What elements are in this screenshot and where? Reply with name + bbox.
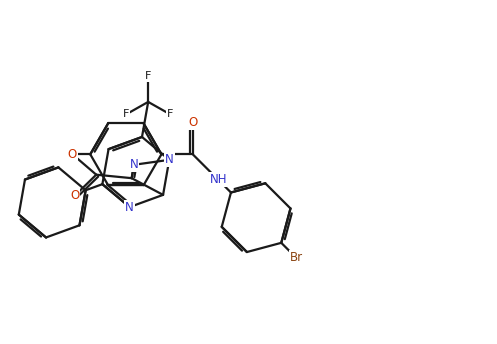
Text: F: F (167, 109, 173, 119)
Text: N: N (165, 153, 173, 166)
Text: N: N (130, 158, 138, 171)
Text: F: F (145, 71, 152, 81)
Text: O: O (70, 189, 79, 202)
Text: NH: NH (210, 173, 227, 186)
Text: N: N (125, 201, 134, 214)
Text: O: O (188, 117, 197, 129)
Text: F: F (123, 109, 129, 119)
Text: O: O (68, 148, 77, 161)
Text: Br: Br (290, 251, 303, 265)
